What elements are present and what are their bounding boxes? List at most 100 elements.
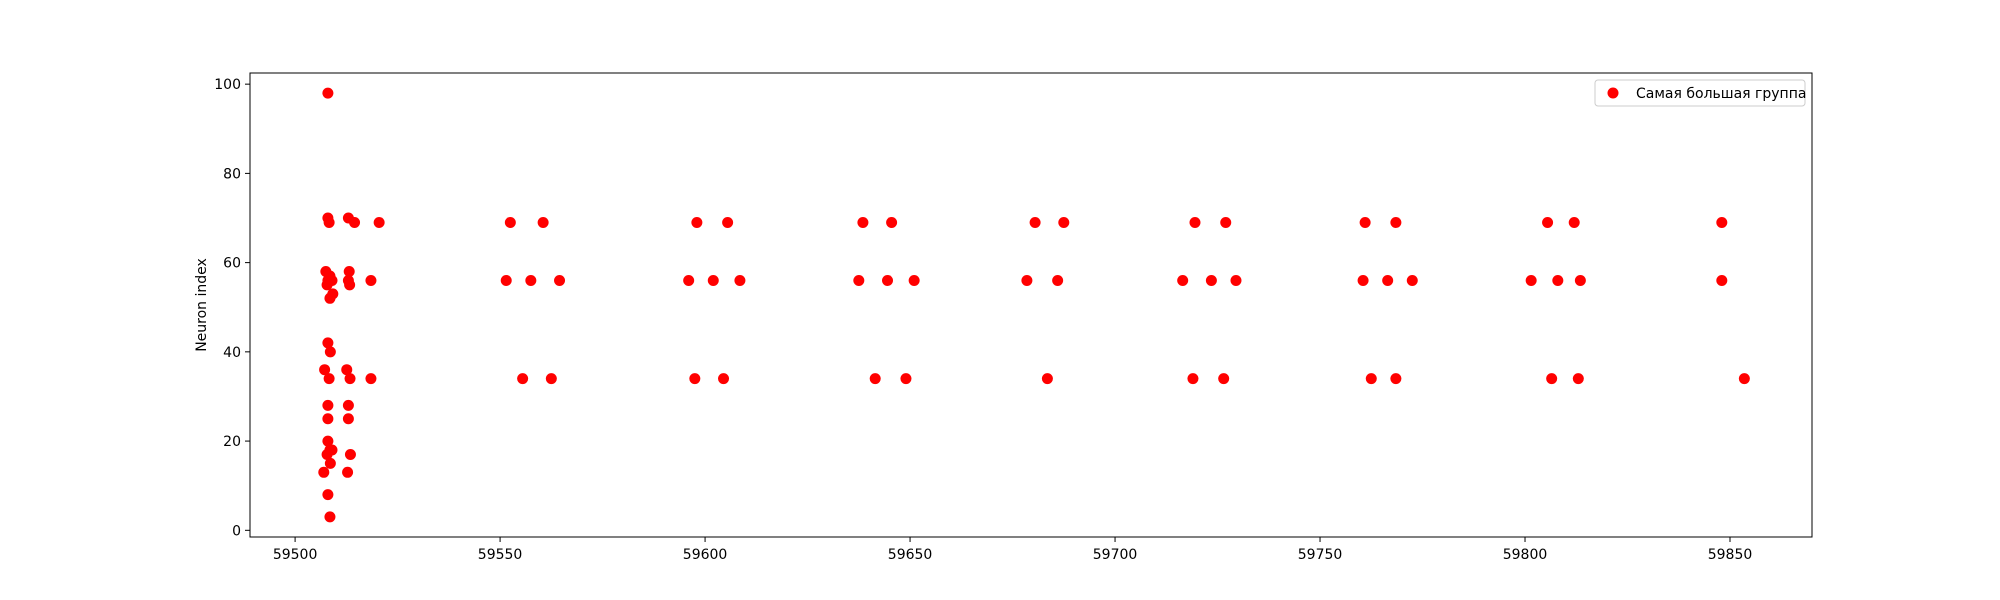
x-tick-label: 59700	[1093, 547, 1138, 563]
data-point	[322, 399, 334, 411]
data-point	[689, 373, 701, 385]
data-point	[525, 274, 537, 286]
data-point	[1041, 373, 1053, 385]
x-tick-label: 59600	[683, 547, 728, 563]
data-point	[365, 274, 377, 286]
data-point	[349, 216, 361, 228]
data-point	[1390, 373, 1402, 385]
data-point	[344, 373, 356, 385]
data-point	[1568, 216, 1580, 228]
y-axis-label: Neuron index	[194, 258, 210, 352]
data-point	[324, 346, 336, 358]
data-point	[321, 448, 333, 460]
y-tick-label: 0	[232, 523, 241, 539]
y-tick-label: 80	[223, 166, 241, 182]
data-point	[344, 279, 356, 291]
data-point	[1177, 274, 1189, 286]
data-point	[722, 216, 734, 228]
data-point	[882, 274, 894, 286]
data-point	[853, 274, 865, 286]
data-point	[1525, 274, 1537, 286]
data-point	[343, 266, 355, 278]
data-point	[857, 216, 869, 228]
plot-frame	[249, 72, 1813, 538]
y-tick-label: 40	[223, 345, 241, 361]
data-point	[1546, 373, 1558, 385]
data-point	[1359, 216, 1371, 228]
plot-area	[249, 72, 1813, 538]
data-point	[691, 216, 703, 228]
data-point	[1029, 216, 1041, 228]
x-tick-label: 59750	[1298, 547, 1343, 563]
data-point	[1058, 216, 1070, 228]
data-point	[1230, 274, 1242, 286]
data-point	[322, 489, 334, 501]
data-point	[342, 413, 354, 425]
data-point	[500, 274, 512, 286]
data-point	[319, 364, 331, 376]
data-point	[1716, 216, 1728, 228]
data-point	[1542, 216, 1554, 228]
data-point	[734, 274, 746, 286]
y-tick-label: 100	[214, 77, 241, 93]
data-point	[886, 216, 898, 228]
data-point	[1390, 216, 1402, 228]
data-point	[1365, 373, 1377, 385]
data-points	[318, 87, 1750, 523]
data-point	[707, 274, 719, 286]
data-point	[1189, 216, 1201, 228]
data-point	[1218, 373, 1230, 385]
data-point	[344, 448, 356, 460]
data-point	[1220, 216, 1232, 228]
data-point	[1716, 274, 1728, 286]
data-point	[321, 279, 333, 291]
data-point	[1052, 274, 1064, 286]
data-point	[1574, 274, 1586, 286]
data-point	[318, 466, 330, 478]
data-point	[1552, 274, 1564, 286]
legend-box	[1594, 79, 1806, 107]
x-tick-label: 59500	[273, 547, 318, 563]
data-point	[718, 373, 730, 385]
data-point	[554, 274, 566, 286]
x-tick-label: 59650	[888, 547, 933, 563]
data-point	[1205, 274, 1217, 286]
data-point	[342, 399, 354, 411]
data-point	[323, 373, 335, 385]
x-axis: 59500 59550 59600 59650 59700 59750 59800 59850	[273, 537, 1752, 563]
data-point	[1572, 373, 1584, 385]
data-point	[365, 373, 377, 385]
data-point	[1357, 274, 1369, 286]
data-point	[323, 216, 335, 228]
data-point	[322, 87, 334, 99]
y-tick-label: 20	[223, 434, 241, 450]
y-tick-label: 60	[223, 256, 241, 272]
data-point	[373, 216, 385, 228]
legend-marker	[1607, 87, 1619, 99]
legend-label: Самая большая группа	[1636, 86, 1806, 102]
data-point	[324, 292, 336, 304]
data-point	[1021, 274, 1033, 286]
y-axis: 0 20 40 60 80 100	[214, 77, 250, 539]
data-point	[900, 373, 912, 385]
x-tick-label: 59850	[1708, 547, 1753, 563]
data-point	[504, 216, 516, 228]
data-point	[537, 216, 549, 228]
data-point	[1406, 274, 1418, 286]
data-point	[324, 511, 336, 523]
x-tick-label: 59800	[1503, 547, 1548, 563]
data-point	[324, 457, 336, 469]
data-point	[545, 373, 557, 385]
data-point	[342, 466, 354, 478]
data-point	[341, 364, 353, 376]
legend: Самая большая группа	[1594, 79, 1806, 107]
data-point	[1738, 373, 1750, 385]
data-point	[517, 373, 529, 385]
data-point	[869, 373, 881, 385]
data-point	[322, 435, 334, 447]
data-point	[322, 413, 334, 425]
data-point	[1187, 373, 1199, 385]
data-point	[908, 274, 920, 286]
data-point	[683, 274, 695, 286]
